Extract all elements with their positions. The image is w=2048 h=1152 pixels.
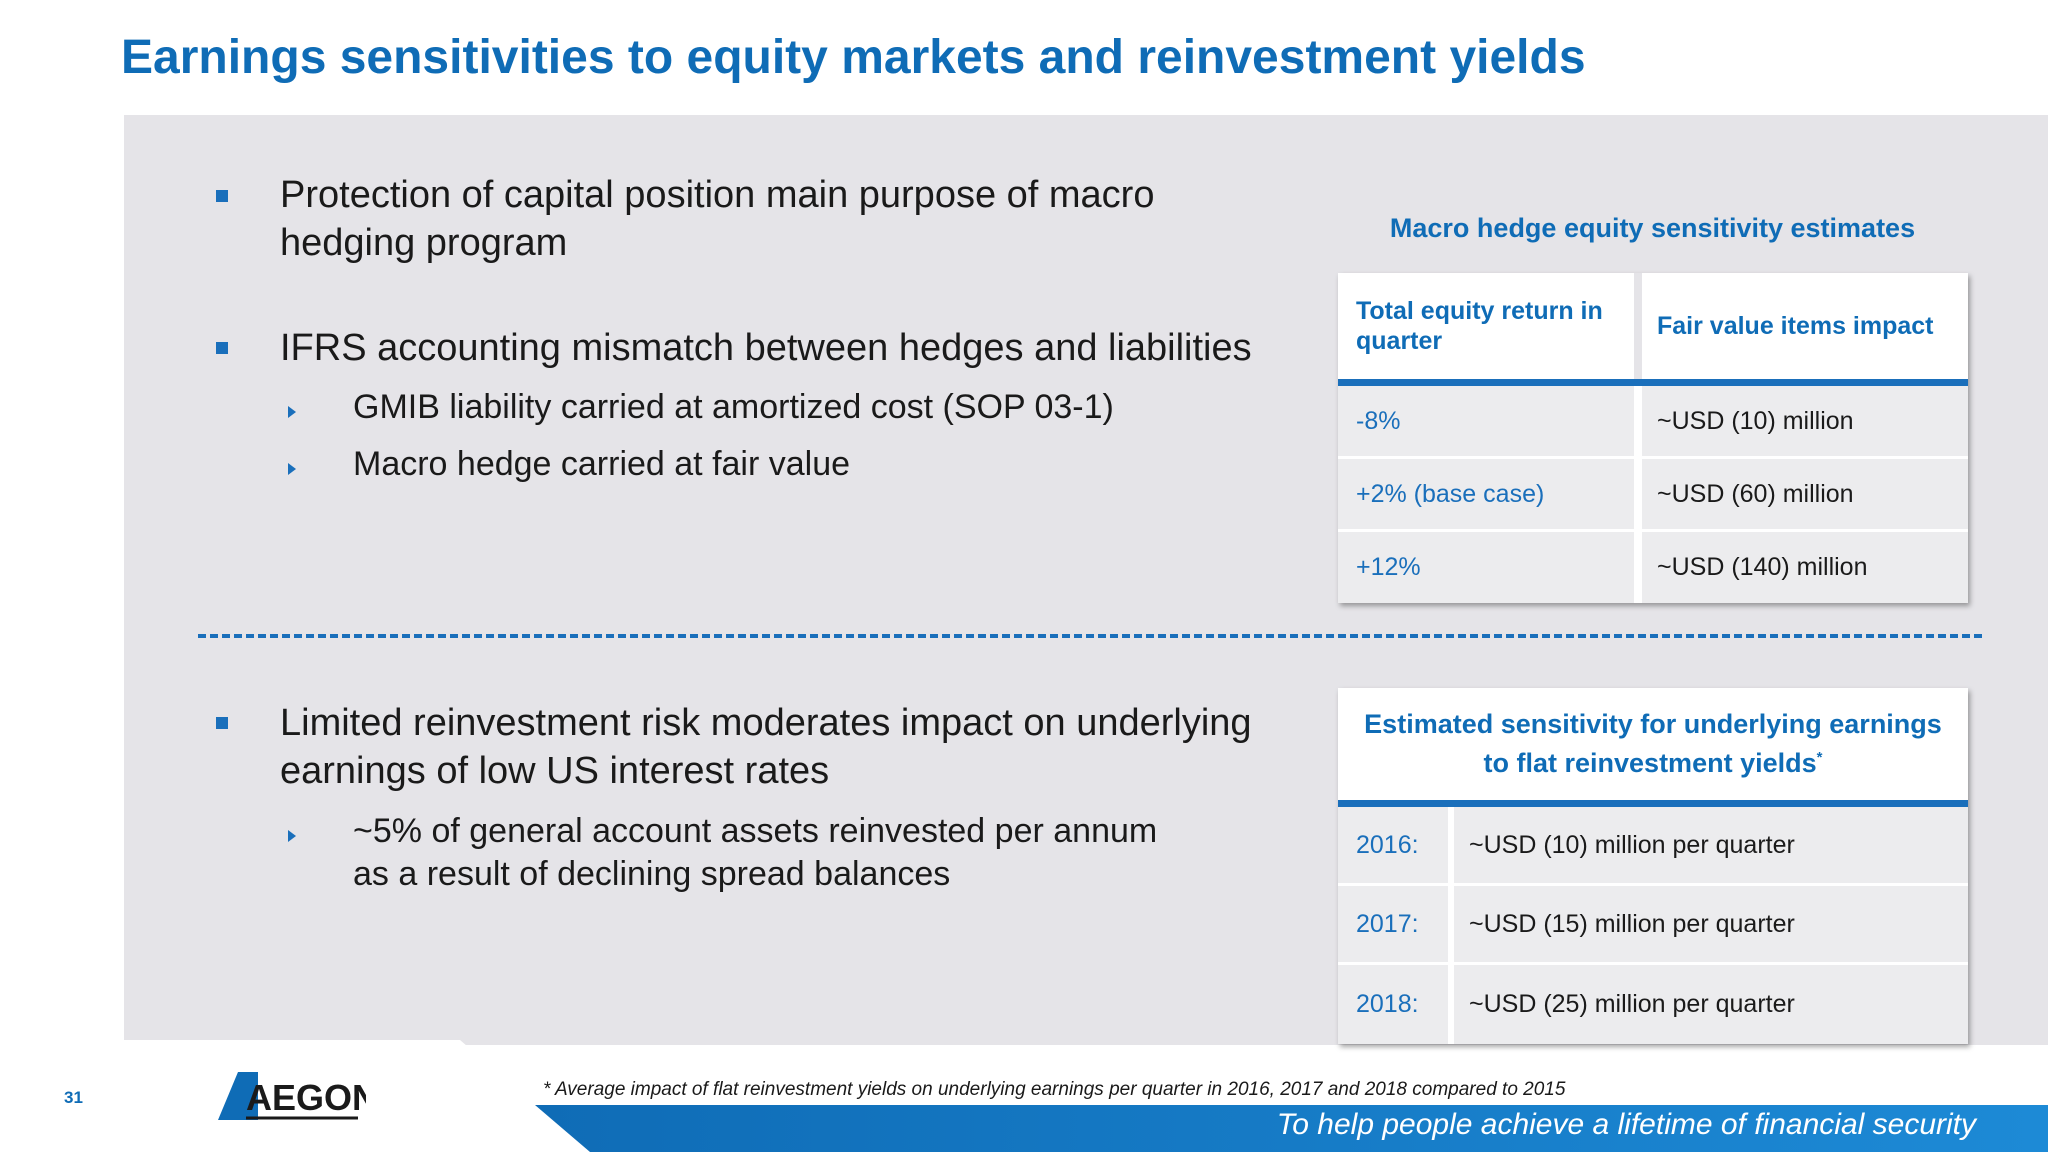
- table2-row-year: 2017:: [1338, 886, 1448, 962]
- table2-title-line2: to flat reinvestment yields*: [1484, 741, 1823, 780]
- sub-bullet-triangle-icon: [288, 406, 296, 418]
- footnote: * Average impact of flat reinvestment yi…: [543, 1079, 1566, 1100]
- sub-bullet-triangle-icon: [288, 830, 296, 842]
- table1-caption: Macro hedge equity sensitivity estimates: [1389, 213, 1916, 243]
- sub-bullet-triangle-icon: [288, 463, 296, 475]
- equity-sensitivity-table: Total equity return in quarter Fair valu…: [1338, 273, 1968, 603]
- logo-wordmark: AEGON: [246, 1077, 366, 1118]
- bullet-square-icon: [216, 717, 228, 729]
- table1-row-impact: ~USD (140) million: [1642, 532, 1968, 603]
- table1-row-impact: ~USD (10) million: [1642, 386, 1968, 456]
- sub-bullet-line: as a result of declining spread balances: [353, 855, 951, 893]
- table1-row-return: -8%: [1338, 386, 1634, 456]
- page-number: 31: [64, 1088, 83, 1107]
- table1-row-return: +2% (base case): [1338, 459, 1634, 529]
- page-title: Earnings sensitivities to equity markets…: [121, 31, 1586, 84]
- header-rule: [1338, 800, 1968, 807]
- table2-row-year: 2018:: [1338, 965, 1448, 1044]
- table2-row-value: ~USD (25) million per quarter: [1454, 965, 1968, 1044]
- table2-title-text: to flat reinvestment yields: [1483, 748, 1817, 778]
- aegon-logo: AEGON: [216, 1070, 378, 1122]
- table1-row-return: +12%: [1338, 532, 1634, 603]
- footer-graphic: [0, 1040, 2048, 1152]
- tagline: To help people achieve a lifetime of fin…: [1276, 1108, 1976, 1141]
- bullet-line: earnings of low US interest rates: [280, 750, 830, 792]
- bullet-line: Limited reinvestment risk moderates impa…: [280, 702, 1252, 744]
- aegon-logo-mark-icon: AEGON: [218, 1072, 378, 1120]
- table2-row-value: ~USD (15) million per quarter: [1454, 886, 1968, 962]
- table2-row-year: 2016:: [1338, 807, 1448, 883]
- column-divider: [1634, 273, 1642, 379]
- bullet-line: Protection of capital position main purp…: [280, 174, 1155, 216]
- table1-row-impact: ~USD (60) million: [1642, 459, 1968, 529]
- table2-title-line: Estimated sensitivity for underlying ear…: [1364, 709, 1942, 739]
- footer-white-corner: [0, 1040, 590, 1152]
- table1-header-equity-return: Total equity return in quarter: [1338, 273, 1634, 379]
- table1-header-fair-value: Fair value items impact: [1642, 273, 1968, 379]
- bullet-line: hedging program: [280, 222, 568, 264]
- section-divider: [198, 634, 1982, 638]
- bullet-square-icon: [216, 342, 228, 354]
- table2-row-value: ~USD (10) million per quarter: [1454, 807, 1968, 883]
- sub-bullet-line: ~5% of general account assets reinvested…: [353, 812, 1158, 850]
- sub-bullet-gmib: GMIB liability carried at amortized cost…: [353, 388, 1114, 426]
- sub-bullet-reinvested-assets: ~5% of general account assets reinvested…: [353, 810, 1157, 896]
- bullet-square-icon: [216, 190, 228, 202]
- bullet-capital-protection: Protection of capital position main purp…: [280, 171, 1154, 267]
- footnote-marker: *: [1816, 749, 1823, 766]
- bullet-reinvestment-risk: Limited reinvestment risk moderates impa…: [280, 699, 1252, 795]
- bullet-ifrs-mismatch: IFRS accounting mismatch between hedges …: [280, 327, 1252, 369]
- reinvestment-sensitivity-table: Estimated sensitivity for underlying ear…: [1338, 688, 1968, 1044]
- header-rule: [1338, 379, 1968, 386]
- sub-bullet-macro-hedge: Macro hedge carried at fair value: [353, 445, 851, 483]
- footer-blue-band: [535, 1105, 2048, 1152]
- table2-title: Estimated sensitivity for underlying ear…: [1338, 688, 1968, 800]
